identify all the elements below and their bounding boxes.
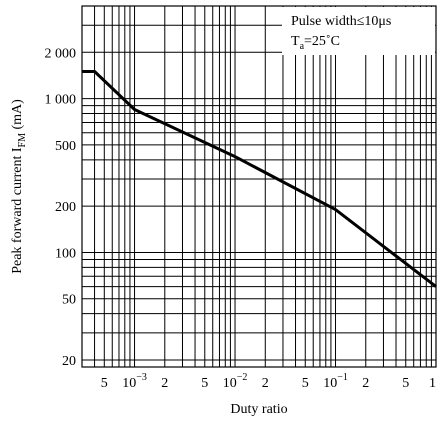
annotation-temp-value: =25˚C <box>304 34 340 49</box>
x-tick-label: 10−2 <box>223 372 248 391</box>
annotation-line-2: Ta=25˚C <box>291 34 340 52</box>
y-tick-label: 2 000 <box>45 46 77 61</box>
x-tick-label: 1 <box>429 376 436 391</box>
annotation-temp-symbol: T <box>291 34 300 49</box>
x-tick-labels: 5 10−3 2 5 10−2 2 5 10−1 2 5 1 <box>101 372 436 391</box>
annotation-temp-subscript: a <box>300 41 305 52</box>
series-layer <box>82 70 437 288</box>
x-tick-mantissa: 10 <box>323 376 337 391</box>
annotation-line-1: Pulse width≤10μs <box>291 14 391 29</box>
x-tick-mantissa: 10 <box>122 376 136 391</box>
x-tick-mantissa: 2 <box>161 376 168 391</box>
x-tick-exponent: −1 <box>337 372 348 383</box>
y-tick-labels: 20 50 100 200 500 1 000 2 000 <box>45 46 77 369</box>
y-tick-label: 200 <box>55 200 76 215</box>
y-tick-label: 1 000 <box>45 93 77 108</box>
x-tick-label: 10−3 <box>122 372 147 391</box>
x-tick-label: 2 <box>161 376 168 391</box>
x-tick-label: 2 <box>362 376 369 391</box>
x-tick-mantissa: 5 <box>302 376 309 391</box>
y-tick-label: 50 <box>62 293 76 308</box>
annotation-background <box>282 7 435 55</box>
y-axis-label: Peak forward current IFM (mA) <box>10 99 28 274</box>
y-axis-label-main: Peak forward current I <box>10 147 25 274</box>
x-tick-mantissa: 10 <box>223 376 237 391</box>
x-tick-mantissa: 5 <box>101 376 108 391</box>
x-tick-mantissa: 1 <box>429 376 436 391</box>
x-tick-label: 2 <box>262 376 269 391</box>
x-tick-label: 5 <box>402 376 409 391</box>
y-tick-label: 500 <box>55 139 76 154</box>
series-line <box>82 70 437 288</box>
plot-frame <box>81 5 437 368</box>
annotation-box: Pulse width≤10μs Ta=25˚C <box>282 7 435 55</box>
x-tick-label: 5 <box>302 376 309 391</box>
y-tick-label: 100 <box>55 246 76 261</box>
y-axis-label-unit: (mA) <box>10 99 25 133</box>
y-axis-label-subscript: FM <box>17 133 28 148</box>
x-axis-label: Duty ratio <box>230 402 287 417</box>
x-tick-mantissa: 2 <box>362 376 369 391</box>
x-tick-mantissa: 5 <box>402 376 409 391</box>
x-tick-label: 10−1 <box>323 372 348 391</box>
x-tick-exponent: −2 <box>237 372 248 383</box>
x-tick-mantissa: 5 <box>201 376 208 391</box>
x-tick-exponent: −3 <box>136 372 147 383</box>
x-tick-label: 5 <box>201 376 208 391</box>
chart-grid <box>82 6 436 367</box>
y-tick-label: 20 <box>62 354 76 369</box>
x-tick-label: 5 <box>101 376 108 391</box>
x-tick-mantissa: 2 <box>262 376 269 391</box>
